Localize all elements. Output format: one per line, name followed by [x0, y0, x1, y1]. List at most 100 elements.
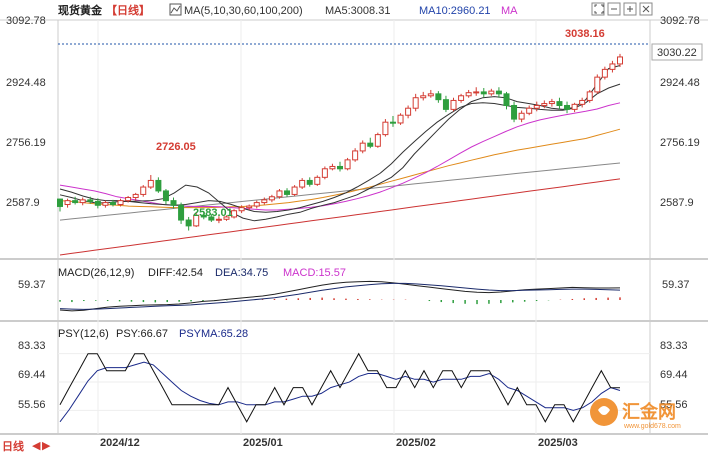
candle-body: [465, 92, 472, 97]
date-label: 2025/03: [538, 437, 578, 449]
candle-body: [389, 121, 396, 124]
candle-body: [518, 112, 525, 120]
diff-value: DIFF:42.54: [148, 267, 203, 279]
candle-body: [57, 198, 63, 207]
candle-body: [382, 121, 389, 136]
minus-icon[interactable]: [607, 2, 621, 16]
price-tick-label-right: 2756.19: [660, 137, 700, 149]
candle-body: [579, 99, 586, 105]
candle-body: [109, 202, 116, 206]
period-tab[interactable]: 日线: [2, 439, 24, 453]
candle-body: [125, 197, 132, 202]
candle-body: [548, 101, 555, 105]
candle-body: [609, 63, 616, 70]
candle-body: [72, 200, 79, 204]
candle-body: [352, 150, 359, 161]
diff-line: [59, 280, 621, 312]
price-tick-label: 2924.48: [6, 77, 46, 89]
candle-body: [79, 199, 86, 204]
ma-settings-icon[interactable]: [169, 3, 182, 16]
ma100-line: [59, 162, 621, 221]
candle-body: [200, 214, 207, 218]
candle-body: [299, 179, 306, 188]
psy-series: [58, 352, 650, 423]
candle-body: [442, 99, 449, 110]
candle-body: [450, 99, 457, 110]
candle-body: [102, 202, 109, 206]
candle-body: [533, 104, 540, 109]
candle-body: [117, 200, 124, 206]
candle-body: [480, 91, 487, 95]
candle-body: [162, 190, 169, 202]
ma10-value: MA10:2960.21: [419, 5, 491, 17]
window-controls: [591, 2, 653, 16]
candle-body: [306, 179, 313, 185]
period-label: 【日线】: [106, 3, 150, 17]
candle-body: [367, 142, 374, 147]
candle-body: [435, 93, 442, 101]
candle-body: [564, 104, 571, 110]
ma5-value: MA5:3008.31: [325, 5, 390, 17]
candle-body: [511, 104, 518, 120]
macd-legend: MACD(26,12,9) DIFF:42.54 DEA:34.75 MACD:…: [18, 267, 690, 291]
date-label: 2025/02: [396, 437, 436, 449]
brand-name: 汇金网: [622, 401, 676, 423]
candle-body: [617, 56, 623, 65]
candle-body: [594, 76, 601, 93]
price-annotations: 3038.16 2726.05 2583.01: [156, 28, 605, 219]
candle-body: [412, 97, 419, 109]
scroll-right-icon[interactable]: ▶: [42, 440, 51, 452]
candle-body: [94, 200, 101, 206]
psy-tick-label: 69.44: [18, 369, 46, 381]
macd-value: MACD:15.57: [283, 267, 346, 279]
candle-body: [586, 91, 593, 101]
candle-body: [140, 186, 147, 195]
price-tick-label-right: 2924.48: [660, 77, 700, 89]
candle-body: [276, 190, 283, 198]
close-icon[interactable]: [639, 2, 653, 16]
candle-body: [193, 214, 200, 227]
ma-params: MA(5,10,30,60,100,200): [184, 5, 303, 17]
last-price-label: 3030.22: [657, 47, 697, 59]
psy-line: [59, 352, 621, 423]
candle-body: [526, 107, 533, 114]
candle-body: [374, 134, 381, 147]
candle-body: [231, 210, 238, 218]
price-tick-label-right: 2587.9: [660, 197, 694, 209]
price-series: [57, 53, 623, 256]
candle-body: [329, 165, 336, 170]
candle-body: [473, 91, 480, 94]
candle-body: [397, 114, 404, 124]
candle-body: [268, 196, 275, 201]
psy-tick-label-right: 69.44: [660, 369, 688, 381]
plus-icon[interactable]: [623, 2, 637, 16]
dea-value: DEA:34.75: [215, 267, 268, 279]
ma200-line: [59, 178, 621, 256]
watermark: 汇金网 www.gold678.com: [590, 398, 681, 430]
price-axis: 3092.78 2924.48 2756.19 2587.9 3092.78 2…: [6, 15, 700, 209]
candle-body: [261, 199, 268, 204]
candle-body: [556, 101, 563, 106]
macd-tick-label-right: 59.37: [662, 279, 690, 291]
candle-body: [223, 216, 230, 220]
scroll-left-icon[interactable]: ◀: [32, 440, 41, 452]
expand-icon[interactable]: [591, 2, 605, 16]
candle-body: [405, 107, 412, 116]
price-tick-label: 2756.19: [6, 137, 46, 149]
ma30-line: [59, 102, 621, 211]
candle-body: [185, 219, 192, 227]
dea-line: [59, 282, 621, 310]
ma-extra: MA: [501, 5, 518, 17]
last-price-marker: 3030.22: [58, 43, 703, 61]
candle-body: [170, 200, 177, 206]
candle-body: [344, 159, 351, 170]
date-axis: 2024/12 2025/01 2025/02 2025/03: [100, 437, 578, 449]
psy-tick-label: 83.33: [18, 340, 46, 352]
high-annotation: 2726.05: [156, 141, 196, 153]
candle-body: [291, 186, 298, 195]
price-legend: 现货黄金 【日线】 MA(5,10,30,60,100,200) MA5:300…: [58, 3, 518, 17]
candle-body: [601, 68, 608, 78]
instrument-name: 现货黄金: [58, 3, 103, 17]
psy-legend: PSY(12,6) PSY:66.67 PSYMA:65.28 83.33 69…: [18, 328, 688, 411]
